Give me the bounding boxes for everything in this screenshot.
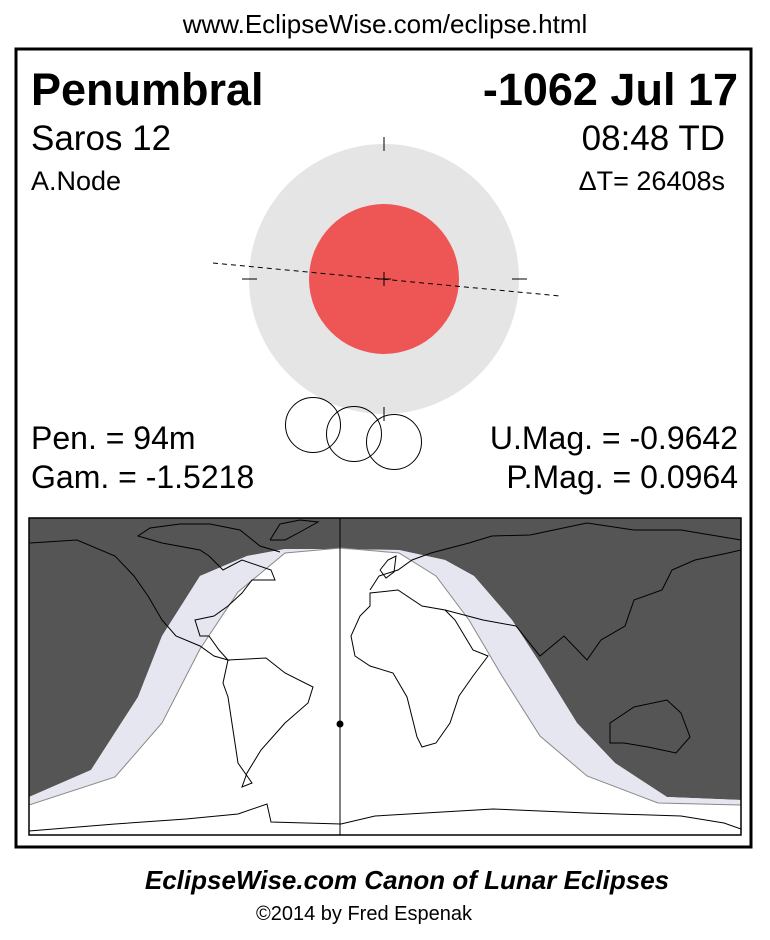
moon-greatest — [326, 406, 382, 462]
coast-australia — [609, 699, 691, 754]
shadow-diagram — [212, 137, 561, 470]
node: A.Node — [31, 166, 121, 196]
gamma: Gam. = -1.5218 — [31, 459, 254, 495]
coast-greenland — [269, 519, 320, 541]
coast-eurasia-north — [369, 522, 741, 591]
delta-t: ΔT= 26408s — [579, 166, 725, 196]
header-url: www.EclipseWise.com/eclipse.html — [182, 9, 588, 39]
moon-last-contact — [366, 414, 422, 470]
map-night-area — [29, 518, 741, 800]
footer-title: EclipseWise.com Canon of Lunar Eclipses — [145, 865, 669, 895]
greatest-eclipse-point — [336, 720, 344, 728]
eclipse-type: Penumbral — [31, 64, 264, 115]
penumbra-boundary — [29, 547, 741, 806]
map-penumbral-zone — [29, 548, 741, 805]
coast-europe — [379, 555, 397, 579]
coast-south-america — [222, 657, 314, 788]
footer-copyright: ©2014 by Fred Espenak — [256, 903, 473, 925]
umbral-magnitude: U.Mag. = -0.9642 — [490, 420, 738, 456]
coast-asia-south — [444, 549, 741, 661]
eclipse-time: 08:48 TD — [582, 119, 725, 158]
moon-first-contact — [285, 397, 341, 453]
pen-duration: Pen. = 94m — [31, 420, 196, 456]
coast-antarctica — [29, 803, 741, 832]
visibility-map — [28, 517, 742, 836]
saros: Saros 12 — [31, 119, 171, 158]
penumbral-magnitude: P.Mag. = 0.0964 — [506, 459, 738, 495]
coast-north-america — [29, 523, 281, 661]
coast-africa — [350, 589, 489, 748]
eclipse-date: -1062 Jul 17 — [483, 64, 738, 115]
map-border — [28, 517, 742, 836]
